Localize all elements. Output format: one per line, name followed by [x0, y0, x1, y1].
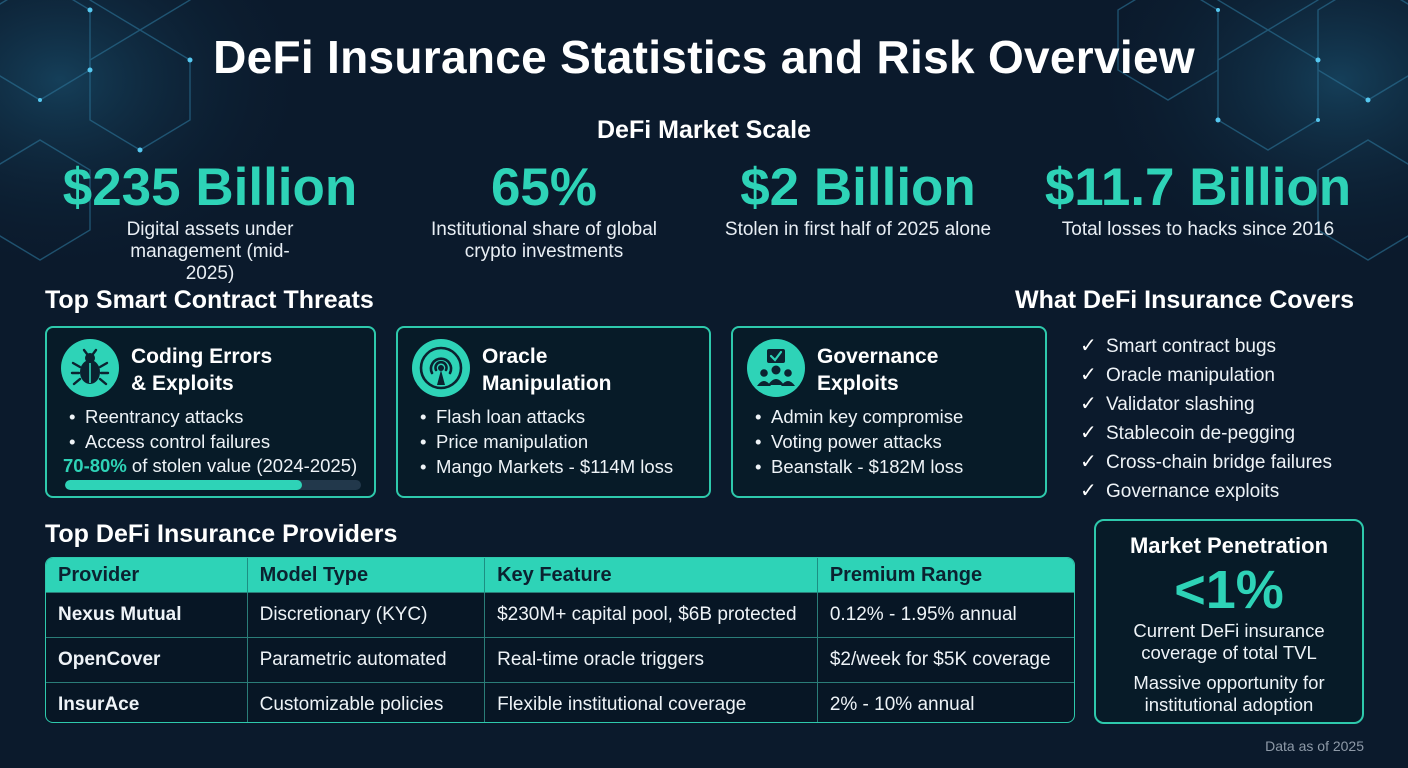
list-item: ✓ Governance exploits [1080, 477, 1332, 506]
stolen-share-highlight: 70-80% [63, 455, 127, 476]
penetration-heading: Market Penetration [1129, 533, 1329, 558]
threat-list: Flash loan attacks Price manipulation Ma… [420, 404, 673, 479]
stolen-share-progress-fill [65, 480, 302, 490]
providers-heading: Top DeFi Insurance Providers [45, 520, 398, 548]
stat-value: $11.7 Billion [1044, 158, 1352, 217]
card-title-line: Oracle [482, 345, 548, 368]
list-item: Flash loan attacks [420, 404, 673, 429]
stat-label: Digital assets under management (mid-202… [126, 219, 294, 284]
page-title: DeFi Insurance Statistics and Risk Overv… [213, 31, 1195, 83]
cover-item-label: Smart contract bugs [1106, 336, 1277, 357]
column-header: Key Feature [484, 558, 818, 593]
card-title-line: Coding Errors [131, 345, 273, 368]
penetration-value: <1% [1174, 560, 1284, 620]
stat-label: Institutional share of global crypto inv… [430, 219, 658, 262]
threat-card-oracle-manipulation: Oracle Manipulation Flash loan attacks P… [396, 326, 711, 498]
provider-name: OpenCover [46, 637, 248, 683]
checkmark-icon: ✓ [1080, 393, 1097, 415]
stat-total-losses: $11.7 Billion Total losses to hacks sinc… [1030, 158, 1366, 241]
cover-item-label: Stablecoin de-pegging [1106, 423, 1296, 444]
checkmark-icon: ✓ [1080, 480, 1097, 502]
table-row: Nexus Mutual Discretionary (KYC) $230M+ … [46, 592, 1074, 638]
stolen-share-text: 70-80% of stolen value (2024-2025) [63, 455, 357, 477]
cover-item-label: Governance exploits [1106, 481, 1280, 502]
threat-list: Reentrancy attacks Access control failur… [69, 404, 270, 454]
table-cell: $2/week for $5K coverage [817, 637, 1074, 683]
bug-icon [61, 339, 119, 397]
market-penetration-card: Market Penetration <1% Current DeFi insu… [1094, 519, 1364, 724]
column-header: Model Type [247, 558, 486, 593]
stolen-share-progress-bar [65, 480, 361, 490]
cover-item-label: Validator slashing [1106, 394, 1255, 415]
card-title: Coding Errors & Exploits [131, 343, 331, 397]
footnote: Data as of 2025 [1265, 738, 1364, 754]
column-header: Premium Range [817, 558, 1074, 593]
stat-value: $2 Billion [740, 158, 976, 217]
covers-heading: What DeFi Insurance Covers [1015, 286, 1354, 314]
card-title-line: Governance [817, 345, 939, 368]
list-item: ✓ Stablecoin de-pegging [1080, 419, 1332, 448]
list-item: Voting power attacks [755, 429, 963, 454]
stat-value: $235 Billion [62, 158, 358, 217]
table-cell: 0.12% - 1.95% annual [817, 592, 1074, 638]
list-item: Access control failures [69, 429, 270, 454]
table-row: OpenCover Parametric automated Real-time… [46, 637, 1074, 683]
checkmark-icon: ✓ [1080, 335, 1097, 357]
threats-heading: Top Smart Contract Threats [45, 286, 374, 314]
checkmark-icon: ✓ [1080, 422, 1097, 444]
table-cell: Parametric automated [247, 637, 486, 683]
list-item: Mango Markets - $114M loss [420, 454, 673, 479]
checkmark-icon: ✓ [1080, 364, 1097, 386]
table-cell: 2% - 10% annual [817, 682, 1074, 722]
table-cell: Customizable policies [247, 682, 486, 722]
penetration-note: Massive opportunity for institutional ad… [1133, 672, 1325, 715]
list-item: ✓ Cross-chain bridge failures [1080, 448, 1332, 477]
table-header-row: Provider Model Type Key Feature Premium … [46, 558, 1074, 593]
card-title: Oracle Manipulation [482, 343, 682, 397]
list-item: Price manipulation [420, 429, 673, 454]
providers-table: Provider Model Type Key Feature Premium … [45, 557, 1075, 723]
card-title: Governance Exploits [817, 343, 1017, 397]
table-cell: Real-time oracle triggers [484, 637, 818, 683]
list-item: ✓ Oracle manipulation [1080, 361, 1332, 390]
stat-institutional-share: 65% Institutional share of global crypto… [404, 158, 684, 263]
list-item: ✓ Validator slashing [1080, 390, 1332, 419]
stolen-share-suffix: of stolen value (2024-2025) [126, 455, 358, 476]
cover-item-label: Cross-chain bridge failures [1106, 452, 1332, 473]
table-cell: Flexible institutional coverage [484, 682, 818, 722]
list-item: Admin key compromise [755, 404, 963, 429]
stat-label: Total losses to hacks since 2016 [1061, 219, 1335, 240]
card-title-line: & Exploits [131, 372, 234, 395]
cover-item-label: Oracle manipulation [1106, 365, 1275, 386]
covers-list: ✓ Smart contract bugs ✓ Oracle manipulatio… [1080, 332, 1332, 506]
list-item: Reentrancy attacks [69, 404, 270, 429]
stat-label: Stolen in first half of 2025 alone [724, 219, 992, 240]
list-item: Beanstalk - $182M loss [755, 454, 963, 479]
provider-name: Nexus Mutual [46, 592, 248, 638]
stat-stolen-2025: $2 Billion Stolen in first half of 2025 … [698, 158, 1018, 241]
stat-assets-under-management: $235 Billion Digital assets under manage… [30, 158, 390, 285]
list-item: ✓ Smart contract bugs [1080, 332, 1332, 361]
table-cell: Discretionary (KYC) [247, 592, 486, 638]
column-header: Provider [46, 558, 248, 593]
threat-card-governance-exploits: Governance Exploits Admin key compromise… [731, 326, 1047, 498]
penetration-label: Current DeFi insurance coverage of total… [1133, 620, 1325, 663]
market-scale-heading: DeFi Market Scale [597, 116, 811, 144]
table-cell: $230M+ capital pool, $6B protected [484, 592, 818, 638]
checkmark-icon: ✓ [1080, 451, 1097, 473]
governance-group-icon [747, 339, 805, 397]
provider-name: InsurAce [46, 682, 248, 722]
threat-list: Admin key compromise Voting power attack… [755, 404, 963, 479]
threat-card-coding-errors: Coding Errors & Exploits Reentrancy atta… [45, 326, 376, 498]
card-title-line: Manipulation [482, 372, 612, 395]
table-row: InsurAce Customizable policies Flexible … [46, 682, 1074, 722]
card-title-line: Exploits [817, 372, 899, 395]
oracle-signal-icon [412, 339, 470, 397]
stat-value: 65% [490, 158, 598, 217]
